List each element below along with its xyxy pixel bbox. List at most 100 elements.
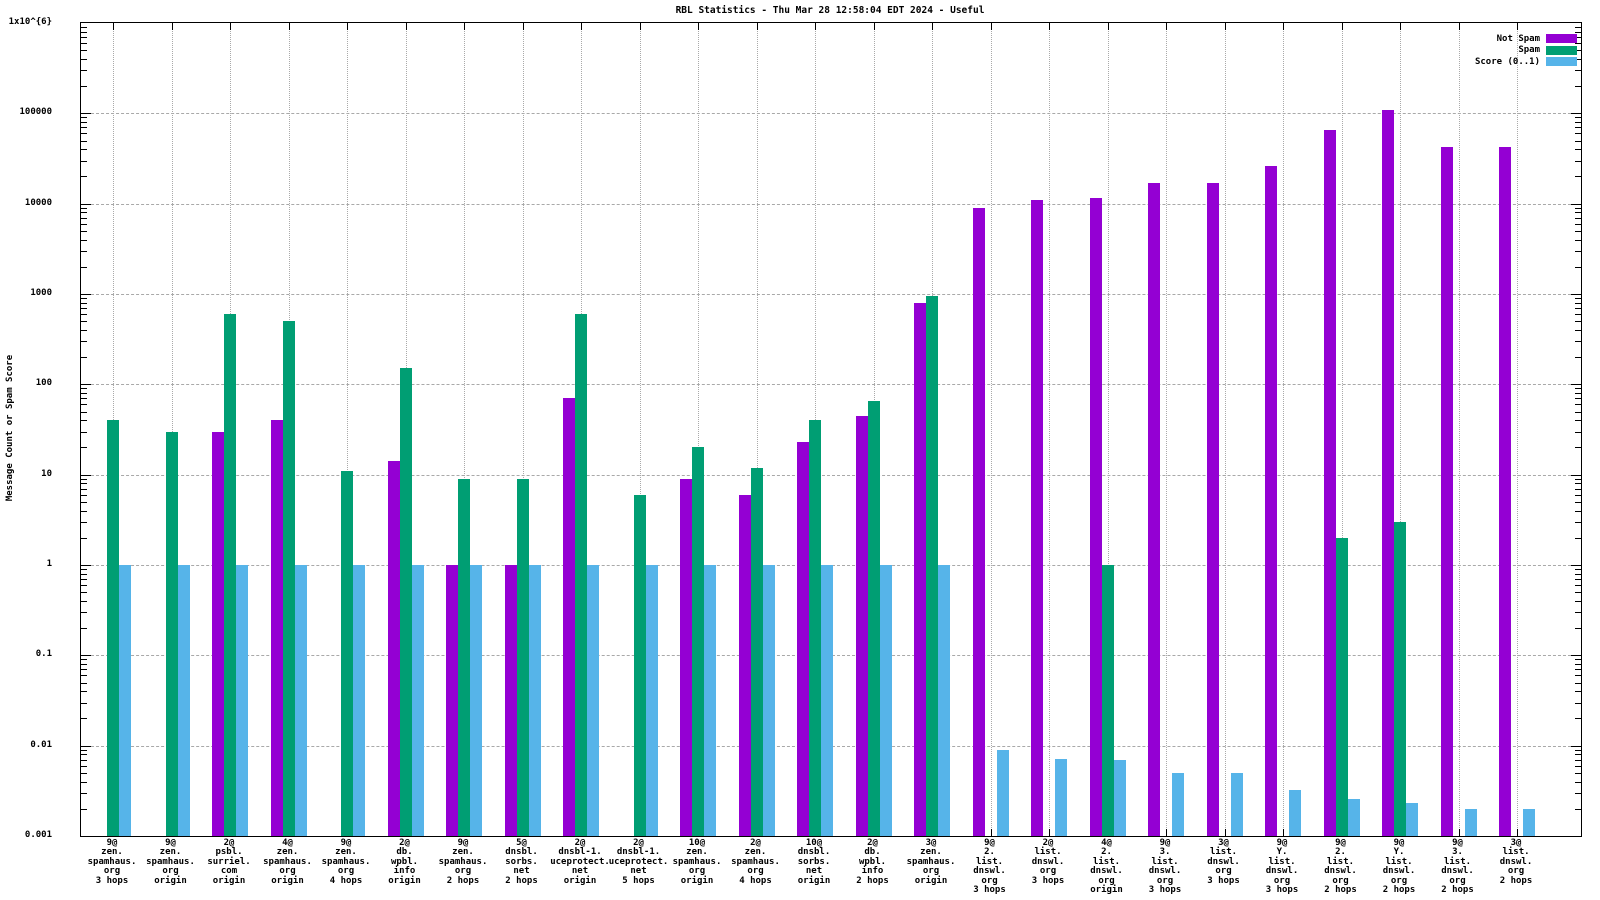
x-category-label-line: org — [747, 866, 764, 877]
y-minor-tick-right — [1575, 537, 1581, 539]
x-category-label: 9@ Y. list. dnswl. org 3 hops — [1247, 838, 1317, 895]
x-category-label-line: 9@ — [984, 838, 995, 848]
x-category-label-line: net — [805, 866, 823, 877]
x-category-label-line: org — [454, 866, 472, 877]
bar-score-0-1 — [353, 565, 365, 836]
x-category-label: 3@ list. dnswl. org 3 hops — [1189, 838, 1259, 886]
x-tick-top — [756, 23, 758, 30]
y-gridline — [81, 294, 1581, 295]
y-minor-tick-left — [81, 217, 87, 219]
x-tick-top — [1517, 23, 1518, 30]
y-minor-tick-left — [81, 759, 87, 761]
x-category-label-line: zen. — [101, 847, 123, 858]
y-minor-tick-left — [81, 266, 87, 268]
x-category-label-line: 9@ — [1159, 838, 1171, 848]
y-minor-tick-right — [1575, 691, 1581, 693]
y-minor-tick-right — [1575, 27, 1581, 29]
y-minor-tick-right — [1575, 510, 1581, 512]
x-tick-bottom — [990, 829, 992, 836]
y-minor-tick-left — [81, 718, 87, 720]
x-tick-top — [932, 23, 933, 30]
y-minor-tick-left — [81, 488, 87, 490]
y-minor-tick-left — [81, 122, 87, 124]
y-gridline — [81, 203, 1581, 205]
x-category-label-line: Y. — [1276, 847, 1288, 858]
y-minor-tick-right — [1575, 702, 1581, 704]
y-minor-tick-left — [81, 207, 87, 209]
y-minor-tick-right — [1575, 494, 1581, 496]
bar-spam — [107, 420, 119, 836]
x-category-label-line: dnswl. — [1265, 866, 1299, 877]
y-minor-tick-right — [1575, 50, 1581, 52]
y-minor-tick-right — [1575, 772, 1581, 774]
y-minor-tick-left — [81, 314, 87, 316]
y-minor-tick-left — [81, 341, 87, 343]
y-minor-tick-right — [1575, 578, 1581, 580]
y-minor-tick-right — [1575, 266, 1581, 268]
x-category-label-line: 2 hops — [1499, 875, 1533, 886]
x-category-label: 2@ dnsbl-1. uceprotect. net 5 hops — [604, 838, 674, 886]
x-category-label-line: 2@ — [867, 838, 878, 848]
y-minor-tick-left — [81, 357, 87, 359]
bar-spam — [341, 470, 353, 836]
x-category-label-line: org — [337, 866, 355, 877]
bar-spam — [1101, 565, 1114, 836]
x-category-label-line: 3. — [1452, 847, 1463, 858]
x-tick-top — [347, 23, 348, 30]
x-category-label-line: 2@ — [574, 838, 586, 848]
y-minor-tick-left — [81, 140, 87, 142]
y-minor-tick-left — [81, 447, 87, 449]
y-minor-tick-left — [81, 160, 87, 162]
x-category-label-line: dnswl. — [1324, 866, 1357, 877]
y-minor-tick-left — [81, 86, 87, 88]
x-category-label-line: list. — [1209, 847, 1238, 858]
y-minor-tick-right — [1575, 792, 1581, 794]
x-category-label-line: zen. — [920, 847, 942, 858]
legend-item: Score (0..1) — [1475, 56, 1577, 68]
y-minor-tick-right — [1575, 478, 1581, 480]
x-category-label: 2@ db. wpbl. info origin — [370, 838, 440, 886]
x-tick-top — [464, 23, 465, 30]
y-minor-tick-right — [1575, 718, 1581, 720]
bar-score-0-1 — [587, 565, 599, 836]
x-category-label-line: spamhaus. — [263, 856, 312, 867]
y-minor-tick-right — [1575, 420, 1581, 422]
bar-not-spam — [972, 207, 985, 836]
x-tick-top — [171, 23, 173, 30]
y-minor-tick-left — [81, 792, 87, 794]
bar-score-0-1 — [1464, 808, 1477, 836]
x-category-label-line: 4 hops — [329, 875, 363, 886]
y-minor-tick-left — [81, 31, 87, 33]
y-minor-tick-left — [81, 765, 87, 767]
y-minor-tick-left — [81, 302, 87, 304]
x-category-label-line: org — [1332, 875, 1349, 886]
bar-spam — [399, 368, 412, 836]
x-category-label-line: 3@ — [1218, 838, 1229, 848]
x-tick-top — [1341, 23, 1343, 30]
x-category-label-line: wpbl. — [390, 856, 419, 867]
x-tick-top — [1458, 23, 1460, 30]
x-tick-bottom — [1224, 829, 1226, 836]
y-minor-tick-right — [1575, 585, 1581, 587]
x-category-label-line: 9@ — [340, 838, 352, 848]
x-gridline — [347, 23, 348, 836]
y-minor-tick-left — [81, 573, 87, 575]
bar-score-0-1 — [528, 565, 541, 836]
y-minor-tick-right — [1575, 122, 1581, 124]
y-major-tick-left — [81, 565, 91, 566]
bar-not-spam — [1265, 166, 1277, 836]
bar-score-0-1 — [1347, 798, 1360, 836]
x-category-label-line: org — [688, 866, 706, 877]
y-minor-tick-right — [1575, 298, 1581, 300]
x-category-label-line: org — [1507, 866, 1525, 877]
x-category-label: 3@ list. dnswl. org 2 hops — [1481, 838, 1551, 886]
x-category-label-line: uceprotect. — [608, 856, 669, 867]
x-category-label-line: org — [103, 866, 121, 877]
x-category-label: 9@ 2. list. dnswl. org 3 hops — [955, 838, 1025, 895]
y-minor-tick-right — [1575, 223, 1581, 225]
x-gridline — [1049, 23, 1050, 836]
y-minor-tick-right — [1575, 600, 1581, 602]
x-category-label-line: 9@ — [1452, 838, 1463, 848]
x-tick-top — [990, 23, 992, 30]
